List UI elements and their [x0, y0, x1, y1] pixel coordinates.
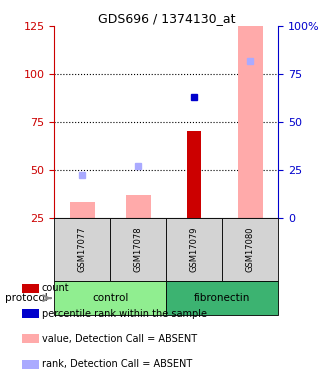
Bar — [166, 217, 222, 281]
Bar — [22, 309, 39, 318]
Text: GSM17079: GSM17079 — [190, 226, 199, 272]
Title: GDS696 / 1374130_at: GDS696 / 1374130_at — [98, 12, 235, 25]
Bar — [238, 26, 263, 218]
Text: control: control — [92, 293, 129, 303]
Text: GSM17078: GSM17078 — [134, 226, 143, 272]
Text: fibronectin: fibronectin — [194, 293, 251, 303]
Text: GSM17077: GSM17077 — [78, 226, 87, 272]
Bar — [54, 217, 110, 281]
Text: protocol: protocol — [5, 293, 48, 303]
Bar — [22, 284, 39, 293]
Bar — [54, 281, 166, 315]
Text: percentile rank within the sample: percentile rank within the sample — [42, 309, 207, 318]
Text: value, Detection Call = ABSENT: value, Detection Call = ABSENT — [42, 334, 197, 344]
Text: rank, Detection Call = ABSENT: rank, Detection Call = ABSENT — [42, 359, 192, 369]
Bar — [22, 360, 39, 369]
Text: GSM17080: GSM17080 — [246, 226, 255, 272]
Bar — [222, 217, 278, 281]
Bar — [110, 217, 166, 281]
Bar — [22, 334, 39, 344]
Bar — [166, 281, 278, 315]
Bar — [70, 202, 95, 217]
Text: count: count — [42, 283, 69, 293]
Bar — [126, 195, 151, 217]
Bar — [188, 132, 201, 218]
